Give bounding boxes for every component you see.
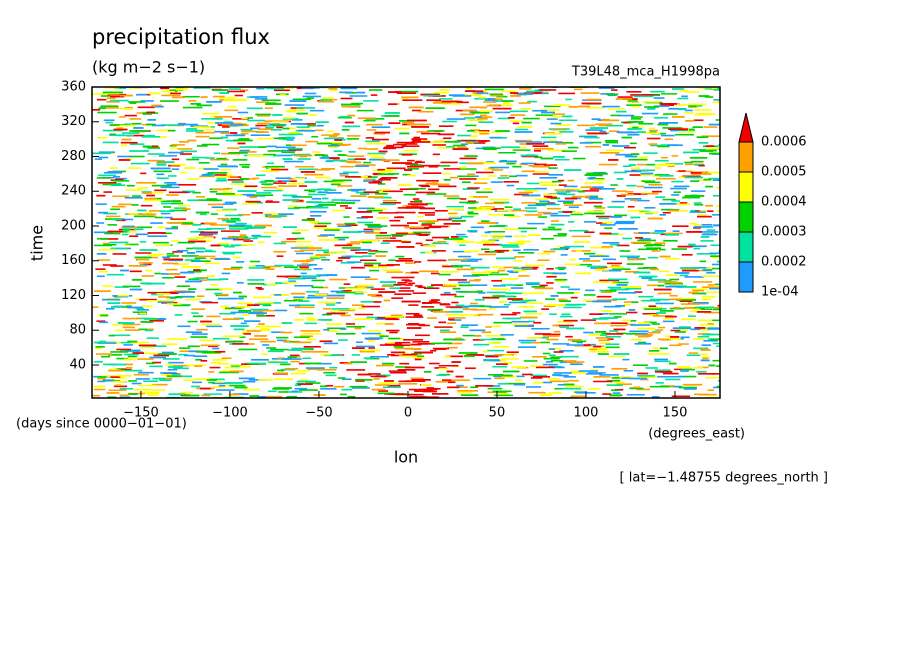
annotation: [ lat=−1.48755 degrees_north ] <box>620 471 828 486</box>
y-units: (days since 0000−01−01) <box>16 417 187 432</box>
x-units: (degrees_east) <box>648 427 745 442</box>
colorbar-box <box>738 201 754 233</box>
x-axis-label: lon <box>394 448 418 467</box>
x-tick-label: −150 <box>123 406 159 421</box>
x-tick-label: 100 <box>574 406 599 421</box>
chart-title: precipitation flux <box>92 25 270 49</box>
colorbar-box <box>738 171 754 203</box>
units: (kg m−2 s−1) <box>92 58 205 77</box>
colorbar-box <box>738 261 754 293</box>
y-tick-label: 240 <box>61 184 86 199</box>
colorbar-label: 0.0004 <box>761 195 807 210</box>
y-tick-label: 120 <box>61 288 86 303</box>
field-texture <box>92 87 720 398</box>
colorbar-extend <box>738 112 754 143</box>
y-tick-label: 320 <box>61 114 86 129</box>
x-tick-label: −50 <box>305 406 332 421</box>
x-tick-label: −100 <box>212 406 248 421</box>
colorbar-label: 0.0002 <box>761 255 807 270</box>
y-tick-label: 280 <box>61 149 86 164</box>
colorbar-label: 0.0006 <box>761 135 807 150</box>
x-tick-label: 150 <box>663 406 688 421</box>
colorbar-box <box>738 141 754 173</box>
colorbar-box <box>738 231 754 263</box>
y-tick-label: 200 <box>61 218 86 233</box>
y-tick-label: 360 <box>61 80 86 95</box>
x-tick-label: 50 <box>489 406 506 421</box>
plot-frame <box>91 86 721 399</box>
y-tick-label: 160 <box>61 253 86 268</box>
x-tick-label: 0 <box>404 406 412 421</box>
colorbar-label: 0.0005 <box>761 165 807 180</box>
y-tick-label: 80 <box>69 323 86 338</box>
subtitle: T39L48_mca_H1998pa <box>571 65 720 80</box>
colorbar-label: 0.0003 <box>761 225 807 240</box>
y-tick-label: 40 <box>69 357 86 372</box>
colorbar-label: 1e-04 <box>761 285 799 300</box>
y-axis-label: time <box>28 225 47 261</box>
